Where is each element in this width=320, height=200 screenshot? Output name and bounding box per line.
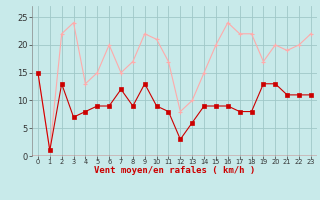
X-axis label: Vent moyen/en rafales ( km/h ): Vent moyen/en rafales ( km/h )	[94, 166, 255, 175]
